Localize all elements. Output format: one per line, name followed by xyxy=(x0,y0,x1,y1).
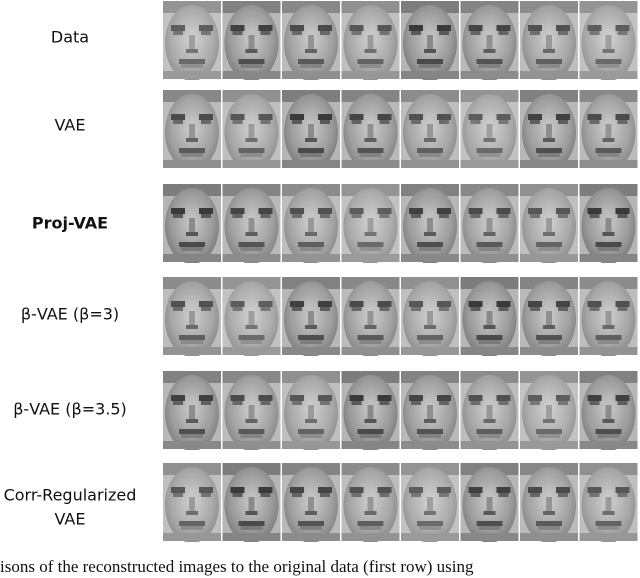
face-image xyxy=(163,90,221,168)
face-image xyxy=(579,184,638,263)
face-image xyxy=(163,277,221,356)
face-image xyxy=(282,1,340,80)
face-image xyxy=(341,1,400,80)
face-image xyxy=(460,184,519,263)
face-image xyxy=(460,1,519,80)
face-image xyxy=(163,1,221,80)
face-image xyxy=(401,371,459,450)
face-image xyxy=(222,371,281,450)
face-image xyxy=(520,184,578,263)
face-image xyxy=(401,463,459,542)
row-label: Corr-Regularized xyxy=(4,486,137,505)
face-image xyxy=(401,90,459,168)
face-image xyxy=(520,1,578,80)
face-image xyxy=(282,277,340,356)
caption: isons of the reconstructed images to the… xyxy=(0,557,474,576)
row-label: β-VAE (β=3.5) xyxy=(13,400,127,419)
row-label: β-VAE (β=3) xyxy=(21,305,119,324)
face-image xyxy=(520,463,578,542)
face-image xyxy=(579,1,638,80)
face-image xyxy=(341,90,400,168)
row-label: VAE xyxy=(55,510,86,529)
face-image xyxy=(222,90,281,168)
face-image xyxy=(520,277,578,356)
face-image xyxy=(222,1,281,80)
face-image xyxy=(222,184,281,263)
row-label: Proj-VAE xyxy=(32,214,108,233)
face-image xyxy=(460,90,519,168)
face-image xyxy=(341,184,400,263)
face-image xyxy=(460,277,519,356)
face-image xyxy=(579,277,638,356)
face-image xyxy=(163,371,221,450)
face-image xyxy=(163,463,221,542)
face-image xyxy=(222,277,281,356)
face-image xyxy=(282,371,340,450)
face-image xyxy=(579,90,638,168)
row-label: Data xyxy=(51,28,89,47)
face-image xyxy=(520,371,578,450)
face-image xyxy=(460,463,519,542)
face-image xyxy=(579,463,638,542)
face-image xyxy=(401,184,459,263)
face-image xyxy=(282,90,340,168)
face-image xyxy=(401,1,459,80)
face-image xyxy=(401,277,459,356)
face-image xyxy=(282,463,340,542)
face-grid xyxy=(163,1,638,542)
face-image xyxy=(163,184,221,263)
face-image xyxy=(341,371,400,450)
face-image xyxy=(282,184,340,263)
face-image xyxy=(460,371,519,450)
face-image xyxy=(579,371,638,450)
row-labels: Data VAE Proj-VAE β-VAE (β=3) β-VAE (β=3… xyxy=(4,28,137,529)
row-label: VAE xyxy=(55,116,86,135)
face-image xyxy=(341,463,400,542)
face-image xyxy=(341,277,400,356)
face-image xyxy=(222,463,281,542)
face-image xyxy=(520,90,578,168)
